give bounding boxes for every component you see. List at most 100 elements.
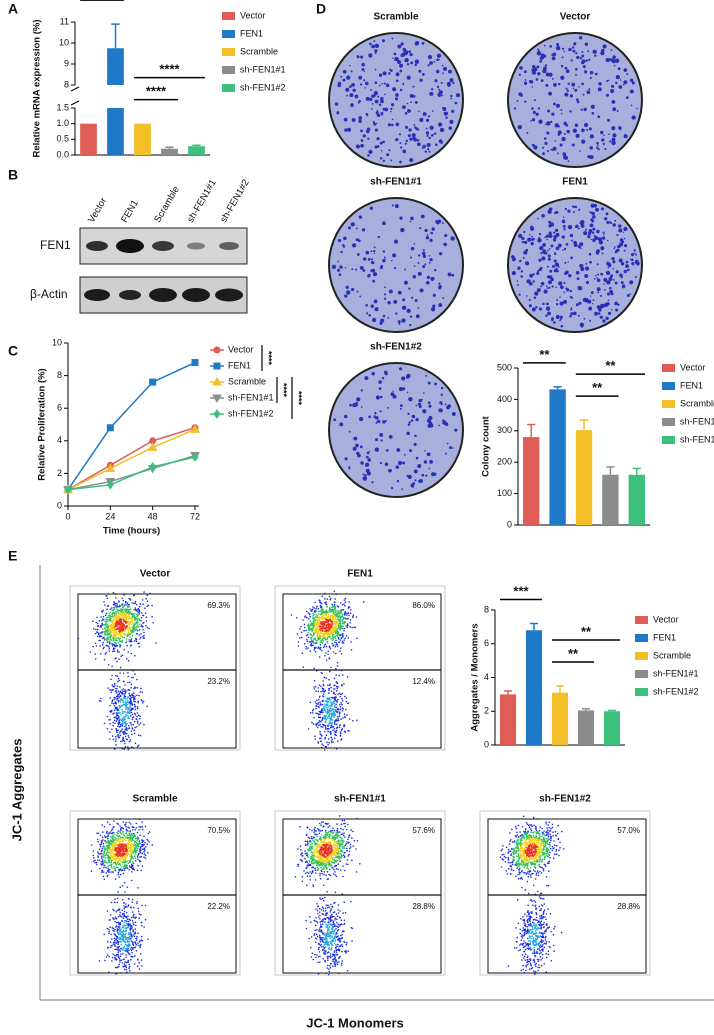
event [120,611,122,613]
colony [531,107,534,110]
colony [532,280,535,283]
event [321,621,324,623]
y-tick-label: 400 [497,394,512,404]
event [123,881,126,884]
colony [629,293,632,295]
event [306,624,309,627]
event [328,619,331,622]
colony [349,65,351,67]
colony [350,222,355,227]
event [315,723,317,725]
colony [610,89,615,94]
event [317,705,320,708]
event [320,711,323,714]
event [101,643,104,646]
colony [539,266,543,270]
event [135,841,137,843]
event [340,729,343,731]
event [314,647,316,650]
event [328,595,331,598]
colony [344,128,348,132]
event [321,719,324,721]
colony [347,226,352,230]
event [118,712,121,714]
x-tick-label: 0 [65,511,70,521]
colony [592,238,596,243]
colony [355,227,358,230]
event [100,850,103,853]
event [141,845,144,848]
colony [349,403,352,407]
colony [409,220,412,223]
event [115,687,117,690]
event [116,628,119,630]
y-tick-label: 500 [497,362,512,372]
colony [588,306,593,311]
colony [572,87,575,90]
event [109,832,111,835]
event [139,603,141,605]
event [330,619,332,622]
colony [537,48,540,51]
event [328,657,331,660]
colony [537,72,541,76]
event [132,723,134,726]
colony [561,136,566,142]
colony [409,110,412,113]
bar [161,148,178,155]
colony [549,45,553,48]
colony [401,305,407,311]
event [119,725,122,728]
colony [362,269,366,272]
colony [511,257,516,262]
event [108,625,110,628]
event [103,636,105,639]
event [126,703,128,706]
event [346,714,348,716]
colony [374,145,378,149]
event [99,867,101,870]
colony [334,102,339,106]
event [319,737,321,740]
colony [384,107,389,112]
event [314,601,316,604]
event [329,720,332,722]
colony [618,85,623,89]
colony [614,281,618,285]
event [133,703,136,706]
colony [422,265,426,269]
event [143,723,145,726]
colony [438,424,440,427]
event [327,727,329,730]
event [95,645,98,647]
event [131,708,133,711]
colony [546,149,549,153]
colony [536,65,540,69]
event [327,730,330,733]
event [121,641,123,643]
y-tick-label: 0 [484,739,489,749]
event [115,637,117,640]
colony [546,238,548,241]
event [101,824,103,826]
colony [410,101,413,104]
event [112,622,114,625]
colony [545,306,551,311]
event [97,632,100,634]
colony [448,126,452,130]
event [106,608,108,610]
colony [549,222,555,227]
event [102,637,104,640]
panel-label: A [8,1,18,17]
event [103,871,105,873]
colony [619,238,624,242]
event [329,597,332,600]
event [137,843,140,846]
colony [358,215,363,219]
event [308,629,311,632]
event [100,855,103,857]
event [327,650,330,652]
colony [611,100,616,104]
event [125,837,127,839]
event [335,703,337,706]
